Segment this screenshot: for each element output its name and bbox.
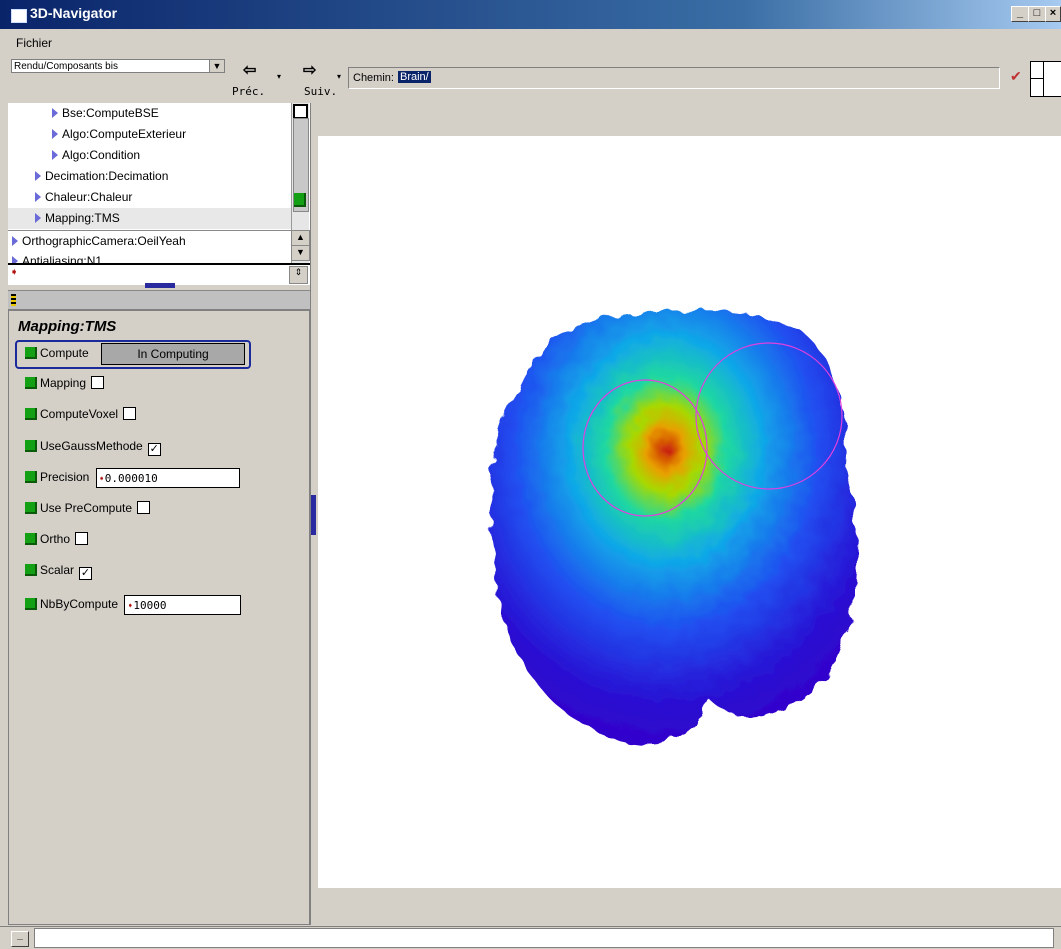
- menu-bar: [0, 30, 1061, 54]
- compute-focus-frame: [15, 340, 251, 369]
- tree-collapse-icon[interactable]: [293, 104, 308, 119]
- window-app-icon: [11, 9, 27, 23]
- minimize-button[interactable]: _: [1011, 6, 1029, 22]
- connector-icon[interactable]: [25, 377, 37, 389]
- properties-title: Mapping:TMS: [18, 318, 117, 335]
- coil-circle-right: [695, 342, 843, 490]
- scalar-checkbox[interactable]: ✓: [79, 567, 93, 580]
- prop-scalar: Scalar ✓: [25, 561, 93, 580]
- status-stripe-icon: [11, 294, 16, 306]
- connector-icon[interactable]: [25, 440, 37, 452]
- tree-item[interactable]: Antialiasing:N1: [8, 251, 292, 263]
- connector-icon[interactable]: [25, 598, 37, 611]
- tree-item-selected[interactable]: Mapping:TMS: [8, 208, 292, 229]
- connector-icon[interactable]: [25, 502, 37, 514]
- compute-row: Compute: [25, 344, 89, 362]
- path-field[interactable]: Chemin: Brain/: [348, 67, 1000, 89]
- properties-panel: [8, 309, 310, 925]
- menu-fichier[interactable]: Fichier: [16, 36, 53, 50]
- tree-item[interactable]: Algo:ComputeExterieur: [8, 124, 310, 145]
- prop-useprecompute: Use PreCompute: [25, 499, 151, 517]
- close-button[interactable]: ×: [1045, 6, 1061, 22]
- scene-tree: Bse:ComputeBSE Algo:ComputeExterieur Alg…: [8, 103, 310, 263]
- connector-icon[interactable]: [25, 408, 37, 420]
- spinner-icon[interactable]: ⇕: [289, 266, 308, 284]
- command-input[interactable]: ➧ ⇕: [8, 263, 310, 285]
- prop-precision: Precision ➧0.000010: [25, 468, 240, 488]
- back-button-label[interactable]: Préc.: [232, 85, 266, 98]
- tree-expand-icon[interactable]: [12, 256, 18, 263]
- viewport-bottom-band: [318, 888, 1061, 925]
- connector-icon[interactable]: [25, 347, 37, 359]
- connector-icon[interactable]: [25, 471, 37, 484]
- scene-selector[interactable]: Rendu/Composants bis ▼: [11, 59, 225, 73]
- input-arrow-icon: ➧: [10, 267, 19, 278]
- ortho-checkbox[interactable]: [75, 532, 89, 545]
- viewport-top-band: [318, 103, 1061, 136]
- forward-button-label[interactable]: Suiv.: [304, 85, 338, 98]
- title-bar: [0, 0, 1061, 29]
- precision-field[interactable]: ➧0.000010: [95, 468, 240, 488]
- checkmark-icon[interactable]: ✔: [1010, 68, 1022, 84]
- input-arrow-icon: ➧: [98, 474, 105, 485]
- forward-arrow-icon[interactable]: ⇨: [303, 62, 317, 79]
- chevron-down-icon[interactable]: ▼: [209, 60, 224, 72]
- connector-icon[interactable]: [25, 564, 37, 576]
- prop-computevoxel: ComputeVoxel: [25, 405, 137, 423]
- prop-mapping: Mapping: [25, 374, 105, 392]
- path-value[interactable]: Brain/: [398, 71, 431, 83]
- brain-surface: [490, 310, 857, 744]
- path-label: Chemin:: [353, 72, 394, 84]
- tree-item[interactable]: Decimation:Decimation: [8, 166, 310, 187]
- tree-item[interactable]: Bse:ComputeBSE: [8, 103, 310, 124]
- scene-selector-value: Rendu/Composants bis: [14, 61, 118, 72]
- tree-item[interactable]: OrthographicCamera:OeilYeah: [8, 230, 292, 252]
- tree-expand-icon[interactable]: [35, 213, 41, 223]
- back-arrow-icon[interactable]: ⇦: [243, 62, 257, 79]
- brain-heatmap-render[interactable]: [480, 300, 880, 760]
- prop-nbbycompute: NbByCompute ➧10000: [25, 595, 242, 615]
- tree-expand-icon[interactable]: [35, 192, 41, 202]
- status-minimize-icon[interactable]: _: [11, 931, 29, 947]
- layout-split-icon[interactable]: [1030, 61, 1061, 97]
- connector-icon[interactable]: [25, 533, 37, 545]
- prop-ortho: Ortho: [25, 530, 89, 548]
- status-field: [34, 928, 1054, 948]
- computevoxel-checkbox[interactable]: [123, 407, 137, 420]
- useprecompute-checkbox[interactable]: [137, 501, 151, 514]
- tree-scroll-thumb[interactable]: [293, 118, 309, 212]
- separator-strip: [8, 290, 310, 309]
- tree-expand-icon[interactable]: [12, 236, 18, 246]
- horizontal-splitter-handle[interactable]: [145, 283, 175, 288]
- forward-history-dropdown[interactable]: ▾: [337, 72, 342, 81]
- scroll-up-icon[interactable]: ▲: [291, 230, 310, 246]
- nbbycompute-field[interactable]: ➧10000: [124, 595, 242, 615]
- window-title: 3D-Navigator: [30, 5, 118, 21]
- maximize-button[interactable]: □: [1028, 6, 1046, 22]
- tree-expand-icon[interactable]: [52, 150, 58, 160]
- input-arrow-icon: ➧: [127, 601, 134, 612]
- mapping-checkbox[interactable]: [91, 376, 105, 389]
- splitter-handle[interactable]: [311, 495, 316, 535]
- coil-circle-left: [582, 379, 708, 517]
- tree-item[interactable]: Chaleur:Chaleur: [8, 187, 310, 208]
- tree-expand-icon[interactable]: [35, 171, 41, 181]
- scroll-grip-icon[interactable]: [294, 193, 306, 207]
- prop-usegaussmethode: UseGaussMethode ✓: [25, 437, 161, 456]
- tree-item[interactable]: Algo:Condition: [8, 145, 310, 166]
- back-history-dropdown[interactable]: ▾: [277, 72, 282, 81]
- tree-expand-icon[interactable]: [52, 129, 58, 139]
- usegaussmethode-checkbox[interactable]: ✓: [147, 443, 161, 456]
- scroll-down-icon[interactable]: ▼: [291, 245, 310, 261]
- compute-button[interactable]: In Computing: [101, 343, 245, 365]
- tree-expand-icon[interactable]: [52, 108, 58, 118]
